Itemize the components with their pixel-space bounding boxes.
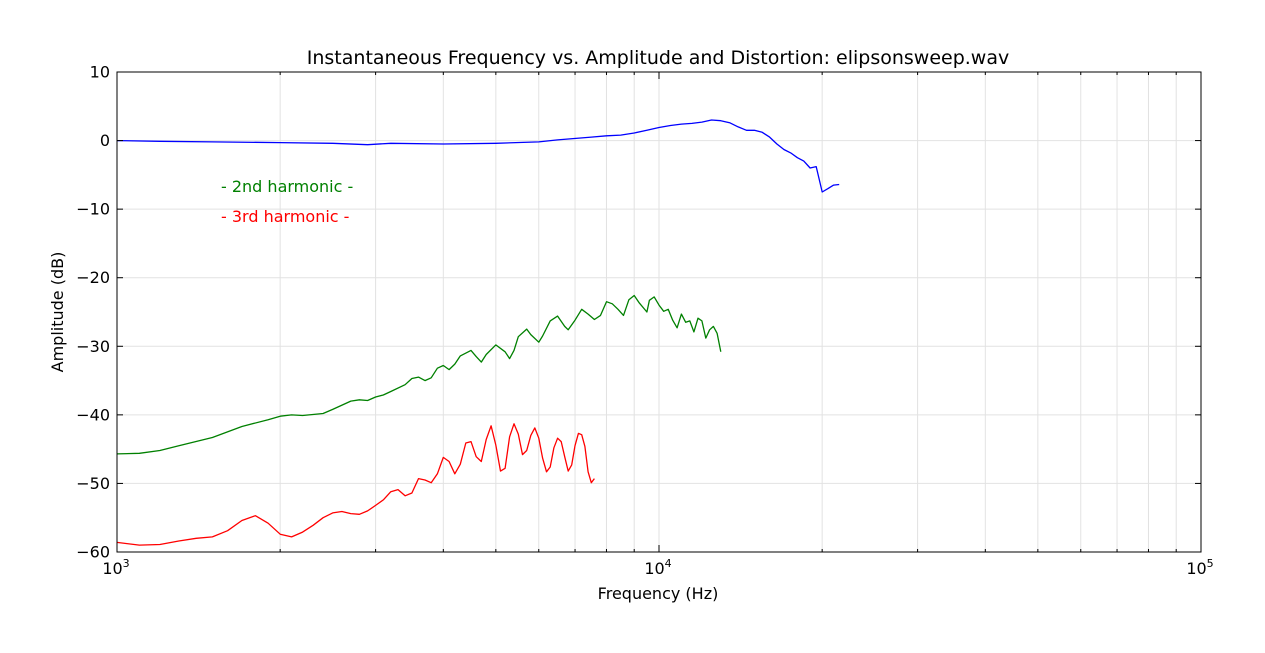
y-tick-label: 10 [90,63,110,82]
x-axis: 103 104 105 [102,72,1214,578]
chart-title: Instantaneous Frequency vs. Amplitude an… [307,47,1009,69]
y-axis-label: Amplitude (dB) [48,252,67,373]
x-tick-label: 104 [644,557,671,578]
x-tick-label: 103 [102,557,129,578]
series-line-1 [116,119,840,193]
y-tick-label: −40 [76,405,110,424]
y-tick-label: −10 [76,200,110,219]
y-tick-label: 0 [100,131,110,150]
x-axis-label: Frequency (Hz) [598,584,719,603]
y-tick-label: −20 [76,268,110,287]
y-tick-label: −60 [76,543,110,562]
annotation-2nd-harmonic: - 2nd harmonic - [221,177,353,196]
annotation-3rd-harmonic: - 3rd harmonic - [221,207,349,226]
series-line-3 [116,423,595,546]
series-layer [116,119,840,546]
y-axis: 10 0 −10 −20 −30 −40 −50 −60 [76,63,1201,562]
y-tick-label: −30 [76,337,110,356]
series-line-2 [116,294,722,455]
y-tick-label: −50 [76,474,110,493]
grid [117,72,1201,552]
x-tick-label: 105 [1186,557,1213,578]
